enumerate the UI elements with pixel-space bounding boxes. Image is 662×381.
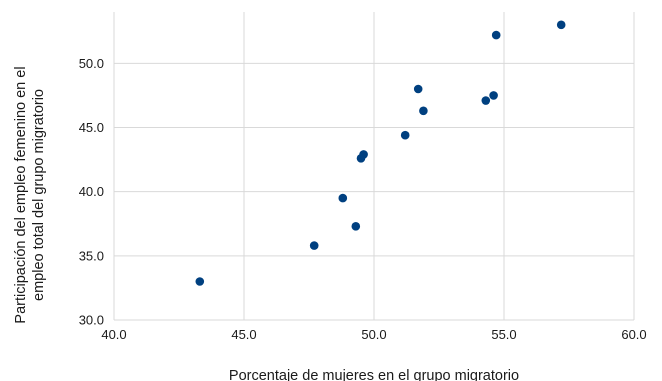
data-point — [489, 91, 498, 100]
y-axis-title-line-1: Participación del empleo femenino en el — [13, 66, 29, 323]
x-tick-label: 40.0 — [101, 327, 126, 342]
data-point — [491, 30, 501, 40]
y-axis-title-line-2: empleo total del grupo migratorio — [31, 89, 47, 301]
data-point — [359, 150, 368, 159]
data-point — [309, 241, 319, 250]
data-point — [400, 130, 410, 140]
x-axis-title: Porcentaje de mujeres en el grupo migrat… — [229, 368, 519, 381]
y-tick-label: 50.0 — [79, 56, 104, 71]
y-tick-label: 45.0 — [79, 120, 104, 135]
grid-lines — [113, 12, 635, 321]
y-axis-title: Participación del empleo femenino en el … — [13, 66, 47, 323]
data-point — [419, 106, 428, 116]
data-point — [413, 84, 423, 94]
x-tick-label: 55.0 — [491, 327, 516, 342]
x-tick-labels: 40.0 45.0 50.0 55.0 60.0 — [101, 327, 646, 342]
data-point — [195, 277, 205, 286]
data-point — [338, 193, 348, 203]
y-tick-label: 35.0 — [79, 248, 104, 263]
data-point — [481, 96, 491, 105]
x-tick-label: 50.0 — [361, 327, 386, 342]
x-tick-label: 60.0 — [621, 327, 646, 342]
x-tick-label: 45.0 — [231, 327, 256, 342]
y-tick-labels: 30.0 35.0 40.0 45.0 50.0 — [79, 56, 104, 328]
data-points — [195, 20, 566, 286]
data-point — [351, 222, 361, 231]
y-tick-label: 30.0 — [79, 313, 104, 328]
data-point — [556, 20, 566, 30]
y-tick-label: 40.0 — [79, 184, 104, 199]
